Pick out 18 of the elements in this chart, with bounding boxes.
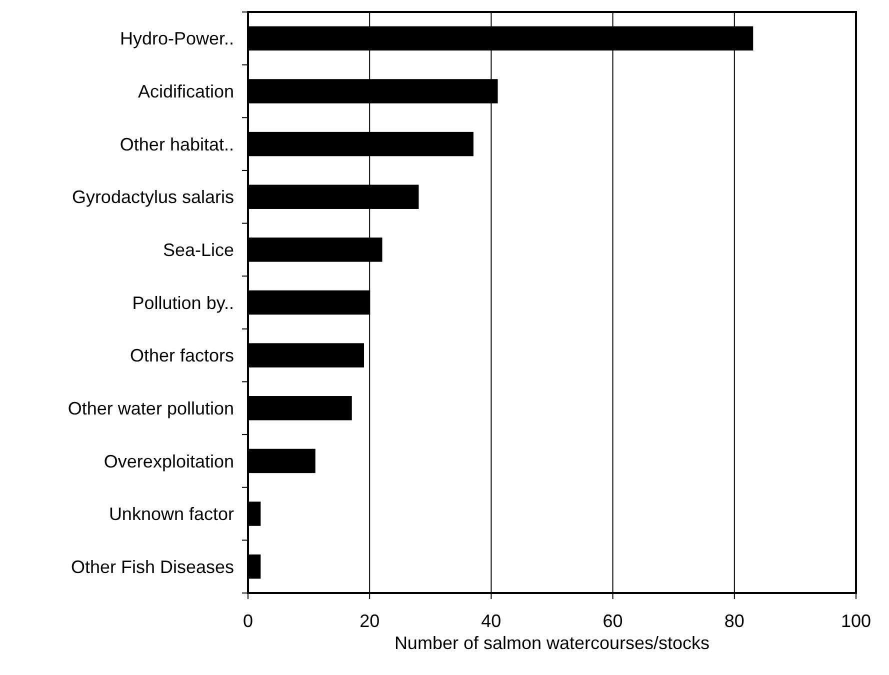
y-tick-label: Sea-Lice bbox=[162, 240, 234, 260]
y-tick-label: Unknown factor bbox=[108, 504, 234, 524]
x-tick-label: 60 bbox=[602, 611, 623, 631]
y-tick-label: Other Fish Diseases bbox=[70, 556, 234, 577]
x-tick-label: 40 bbox=[481, 611, 502, 631]
x-tick-label: 0 bbox=[242, 611, 254, 631]
y-tick-label: Gyrodactylus salaris bbox=[72, 187, 234, 208]
y-tick-label: Pollution by.. bbox=[132, 292, 234, 313]
y-tick-label: Acidification bbox=[138, 82, 234, 102]
x-tick-label: 20 bbox=[360, 611, 380, 631]
y-tick-label: Other water pollution bbox=[68, 398, 234, 418]
x-tick-label: 100 bbox=[840, 611, 872, 631]
x-tick-label: 80 bbox=[724, 611, 744, 631]
y-tick-label: Hydro-Power.. bbox=[120, 28, 234, 49]
y-tick-label: Other habitat.. bbox=[120, 134, 234, 154]
y-tick-label: Overexploitation bbox=[104, 451, 234, 472]
x-axis-title: Number of salmon watercourses/stocks bbox=[394, 633, 710, 653]
y-tick-label: Other factors bbox=[130, 346, 234, 366]
